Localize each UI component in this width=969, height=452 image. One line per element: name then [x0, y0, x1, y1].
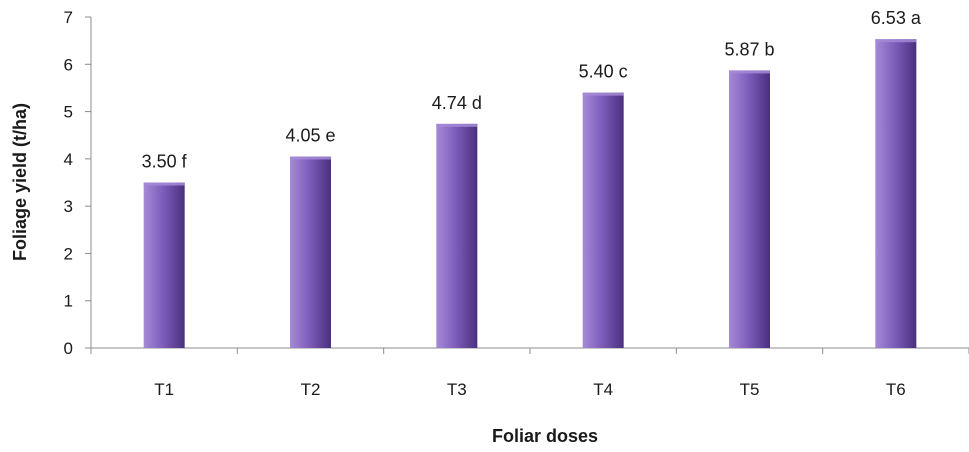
x-tick-label: T3	[447, 380, 467, 399]
y-tick-label: 2	[64, 244, 73, 263]
bar	[729, 70, 770, 348]
bar-top-highlight	[875, 39, 917, 43]
bar-top-highlight	[582, 92, 624, 96]
x-tick-label: T2	[301, 380, 321, 399]
y-axis-title: Foliage yield (t/ha)	[10, 103, 30, 261]
data-label: 6.53 a	[871, 8, 922, 28]
y-tick-label: 6	[64, 55, 73, 74]
y-tick-label: 5	[64, 103, 73, 122]
bar	[875, 39, 917, 349]
x-tick-label: T6	[886, 380, 906, 399]
bar	[582, 92, 624, 349]
x-axis-title: Foliar doses	[492, 426, 598, 446]
x-tick-label: T4	[593, 380, 613, 399]
bars	[143, 39, 917, 349]
bar-top-highlight	[290, 156, 331, 160]
bar	[290, 156, 331, 348]
data-label: 5.87 b	[724, 39, 774, 59]
y-tick-label: 3	[64, 197, 73, 216]
data-label: 5.40 c	[579, 62, 628, 82]
x-axis: T1 T2 T3 T4 T5 T6	[90, 347, 969, 399]
bar	[436, 123, 478, 348]
y-tick-label: 0	[64, 339, 73, 358]
y-axis: 0 1 2 3 4 5 6 7	[64, 8, 92, 358]
y-tick-label: 1	[64, 292, 73, 311]
bar-top-highlight	[729, 70, 770, 74]
bar-top-highlight	[436, 123, 478, 127]
data-label: 3.50 f	[142, 152, 188, 172]
x-tick-label: T5	[740, 380, 760, 399]
bar-top-highlight	[143, 182, 185, 186]
y-tick-label: 4	[64, 150, 73, 169]
x-tick-label: T1	[154, 380, 174, 399]
data-labels: 3.50 f 4.05 e 4.74 d 5.40 c 5.87 b 6.53 a	[142, 8, 922, 171]
data-label: 4.05 e	[285, 125, 335, 145]
bar	[143, 182, 185, 348]
data-label: 4.74 d	[432, 93, 482, 113]
y-tick-label: 7	[64, 8, 73, 27]
